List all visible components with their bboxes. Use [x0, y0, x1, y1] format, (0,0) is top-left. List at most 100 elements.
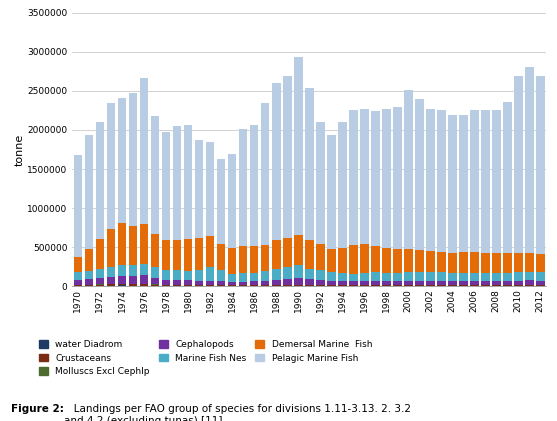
Bar — [481, 285, 490, 286]
Bar — [448, 115, 457, 253]
Bar — [261, 271, 270, 281]
Bar — [382, 273, 390, 281]
Bar — [360, 273, 369, 281]
Bar — [360, 281, 369, 285]
Bar — [85, 285, 94, 286]
Bar — [382, 109, 390, 248]
Bar — [305, 280, 314, 285]
Bar — [238, 246, 247, 273]
Bar — [250, 125, 258, 246]
Bar — [360, 244, 369, 273]
Bar — [316, 244, 325, 270]
Bar — [470, 273, 478, 281]
Bar — [228, 154, 237, 248]
Bar — [393, 249, 402, 272]
Bar — [492, 272, 501, 281]
Bar — [150, 267, 159, 278]
Bar — [470, 281, 478, 285]
Bar — [140, 264, 148, 275]
Bar — [162, 280, 170, 285]
Bar — [184, 280, 192, 285]
Bar — [338, 281, 346, 285]
Bar — [426, 281, 434, 285]
Bar — [85, 249, 94, 271]
Bar — [415, 281, 424, 285]
Bar — [371, 281, 380, 285]
Bar — [426, 109, 434, 251]
Bar — [327, 285, 335, 286]
Bar — [106, 267, 115, 277]
Bar — [492, 285, 501, 286]
Bar — [129, 276, 138, 284]
Bar — [492, 110, 501, 253]
Bar — [173, 280, 182, 285]
Bar — [85, 271, 94, 279]
Bar — [481, 253, 490, 272]
Text: Figure 2:: Figure 2: — [11, 404, 64, 414]
Bar — [129, 266, 138, 276]
Bar — [349, 281, 358, 285]
Bar — [437, 252, 446, 272]
Bar — [415, 99, 424, 250]
Bar — [393, 285, 402, 286]
Bar — [96, 285, 104, 286]
Bar — [316, 270, 325, 280]
Bar — [426, 272, 434, 281]
Bar — [173, 126, 182, 240]
Bar — [150, 234, 159, 267]
Bar — [525, 253, 534, 272]
Bar — [338, 122, 346, 248]
Bar — [382, 285, 390, 286]
Bar — [150, 278, 159, 284]
Bar — [228, 282, 237, 285]
Bar — [327, 272, 335, 281]
Bar — [404, 90, 413, 249]
Bar — [525, 67, 534, 253]
Y-axis label: tonne: tonne — [14, 133, 25, 165]
Bar — [536, 76, 545, 254]
Bar — [162, 270, 170, 280]
Bar — [206, 266, 214, 281]
Bar — [437, 281, 446, 285]
Bar — [238, 273, 247, 282]
Bar — [85, 136, 94, 249]
Bar — [294, 265, 302, 278]
Bar — [415, 272, 424, 281]
Bar — [327, 281, 335, 285]
Bar — [459, 273, 468, 281]
Bar — [106, 284, 115, 286]
Bar — [150, 285, 159, 286]
Bar — [349, 245, 358, 274]
Bar — [349, 274, 358, 281]
Bar — [238, 285, 247, 286]
Bar — [140, 275, 148, 284]
Bar — [129, 285, 138, 286]
Bar — [217, 159, 226, 244]
Bar — [305, 240, 314, 269]
Bar — [371, 246, 380, 272]
Bar — [272, 280, 281, 285]
Bar — [503, 102, 512, 253]
Bar — [206, 285, 214, 286]
Text: Landings per FAO group of species for divisions 1.11-3.13. 2. 3.2
and 4.2 (exclu: Landings per FAO group of species for di… — [64, 404, 411, 421]
Bar — [118, 99, 126, 224]
Bar — [261, 245, 270, 271]
Bar — [492, 253, 501, 272]
Bar — [470, 110, 478, 252]
Bar — [525, 272, 534, 280]
Bar — [536, 254, 545, 272]
Bar — [503, 272, 512, 281]
Bar — [184, 285, 192, 286]
Bar — [294, 57, 302, 234]
Bar — [404, 285, 413, 286]
Bar — [238, 129, 247, 246]
Bar — [250, 281, 258, 285]
Bar — [437, 272, 446, 281]
Bar — [305, 285, 314, 286]
Bar — [283, 238, 291, 267]
Bar — [194, 269, 203, 280]
Bar — [250, 285, 258, 286]
Bar — [525, 285, 534, 286]
Bar — [371, 285, 380, 286]
Bar — [162, 285, 170, 286]
